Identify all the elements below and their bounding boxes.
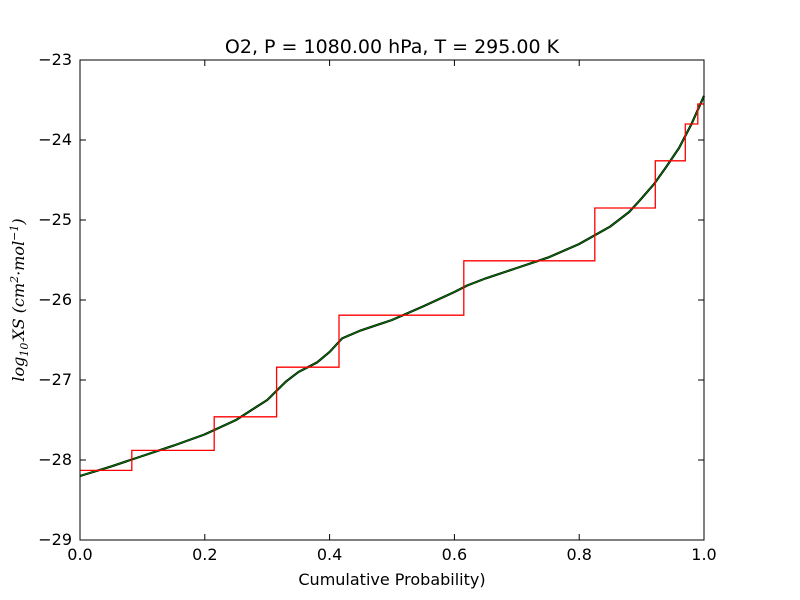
y-axis-label: log10XS (cm2·mol−1) (8, 218, 31, 381)
y-tick-label: −24 (38, 130, 72, 149)
y-label-unit1-sup: 2 (8, 276, 21, 284)
y-label-close: ) (9, 218, 28, 225)
y-label-sub: 10 (18, 343, 31, 357)
x-tick-label: 0.0 (67, 545, 92, 564)
x-tick-label: 1.0 (691, 545, 716, 564)
y-tick-label: −28 (38, 450, 72, 469)
plot-frame (79, 59, 705, 541)
series-line-0 (79, 95, 706, 478)
y-label-sep: · (9, 271, 28, 276)
y-tick-label: −26 (38, 290, 72, 309)
y-label-quantity: XS ( (9, 306, 28, 342)
y-tick-label: −25 (38, 210, 72, 229)
series-line-overlay-0 (79, 95, 705, 477)
y-label-log: log (9, 357, 28, 382)
y-tick-label: −27 (38, 370, 72, 389)
y-axis-ticks: −23 −24 −25 −26 −27 −28 −29 (38, 50, 704, 549)
y-label-unit1: cm (9, 283, 28, 307)
series-group (79, 95, 706, 478)
x-tick-label: 0.2 (192, 545, 217, 564)
x-axis-label: Cumulative Probability) (298, 570, 485, 589)
x-tick-label: 0.8 (566, 545, 591, 564)
y-label-unit2-sup: −1 (8, 225, 21, 241)
x-tick-label: 0.6 (442, 545, 467, 564)
y-tick-label: −23 (38, 50, 72, 69)
series-step-1 (80, 103, 704, 472)
x-tick-label: 0.4 (317, 545, 342, 564)
chart-title: O2, P = 1080.00 hPa, T = 295.00 K (225, 36, 560, 58)
y-label-unit2: mol (9, 241, 28, 271)
y-tick-label: −29 (38, 530, 72, 549)
x-axis-ticks: 0.0 0.2 0.4 0.6 0.8 1.0 (67, 60, 717, 564)
